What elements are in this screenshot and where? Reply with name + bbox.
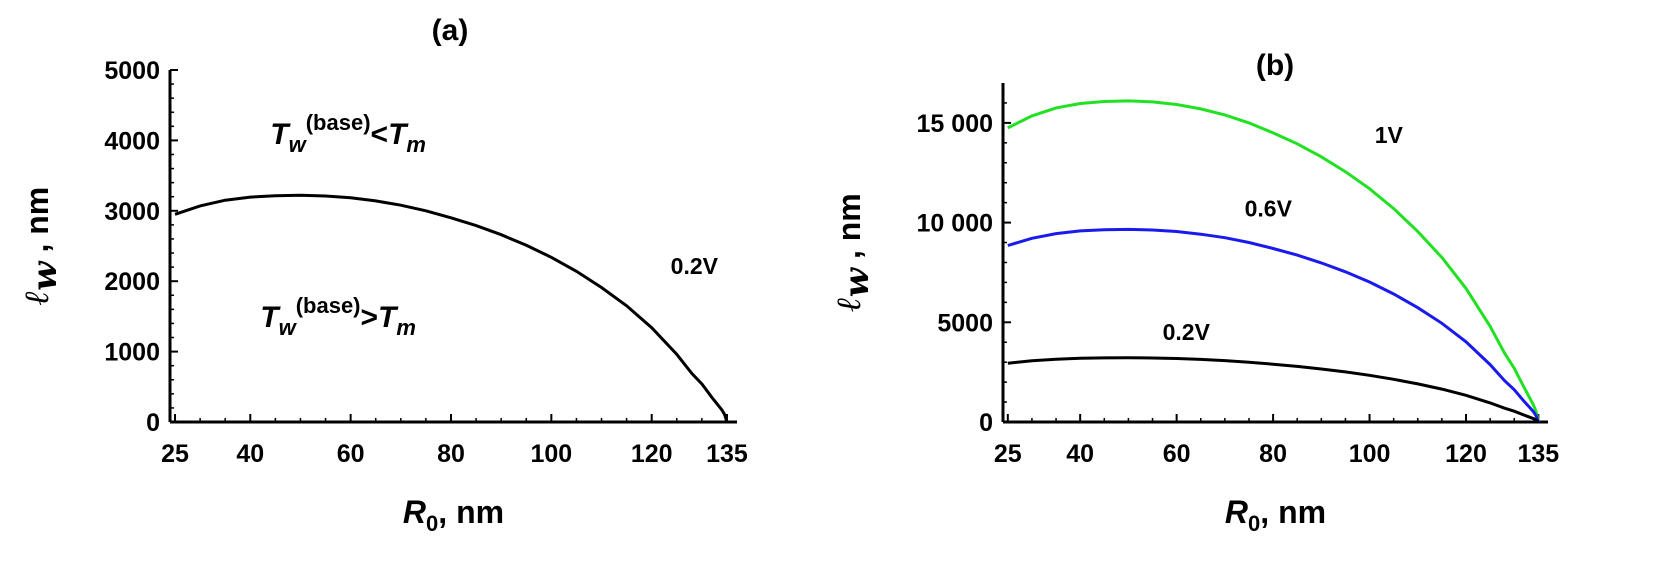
y-tick-label: 5000 xyxy=(104,57,160,85)
series-line-1V xyxy=(1007,99,1540,423)
x-tick-label: 100 xyxy=(530,440,572,468)
x-tick-label: 25 xyxy=(161,440,189,468)
x-tick-label: 135 xyxy=(1517,440,1559,468)
y-axis-label: ℓw , nm xyxy=(17,187,65,305)
series-label: 0.6V xyxy=(1245,196,1293,222)
series-label: 0.2V xyxy=(671,253,719,279)
chart-panel-b: (b) 0 5000 10 000 15 000 25 40 60 80 100 120 135 R0,… xyxy=(829,49,1559,536)
x-tick-label: 80 xyxy=(1259,440,1287,468)
region-annotation: Tw(base)>Tm xyxy=(260,293,416,340)
y-tick-label: 10 000 xyxy=(917,210,993,238)
series-line-0-2V xyxy=(174,193,729,423)
x-tick-label: 60 xyxy=(1163,440,1191,468)
y-tick-label: 15 000 xyxy=(917,110,993,138)
series-label: 1V xyxy=(1375,122,1404,148)
y-tick-label: 5000 xyxy=(937,309,993,337)
x-tick-label: 25 xyxy=(994,440,1022,468)
x-tick-label: 80 xyxy=(437,440,465,468)
x-tick-label: 135 xyxy=(706,440,748,468)
region-annotation: Tw(base)<Tm xyxy=(270,110,426,157)
y-tick-label: 0 xyxy=(146,409,160,437)
x-tick-label: 60 xyxy=(337,440,365,468)
x-tick-label: 120 xyxy=(1445,440,1487,468)
chart-title: (b) xyxy=(1256,49,1294,82)
series-line-0-2V xyxy=(1007,356,1540,424)
series-label: 0.2V xyxy=(1163,319,1211,345)
y-tick-label: 0 xyxy=(979,409,993,437)
chart-title: (a) xyxy=(432,14,469,47)
x-tick-label: 100 xyxy=(1349,440,1391,468)
y-axis-label: ℓw , nm xyxy=(829,193,877,311)
y-tick-label: 4000 xyxy=(104,127,160,155)
y-tick-label: 1000 xyxy=(104,339,160,367)
x-tick-label: 120 xyxy=(631,440,673,468)
y-tick-label: 2000 xyxy=(104,268,160,296)
series-line-0-6V xyxy=(1007,227,1540,423)
x-axis-label: R0, nm xyxy=(403,494,504,536)
x-tick-label: 40 xyxy=(1066,440,1094,468)
x-axis-label: R0, nm xyxy=(1225,494,1326,536)
x-tick-label: 40 xyxy=(236,440,264,468)
chart-panel-a: (a) 0 1000 2000 3000 4000 5000 25 40 60 80 100 120 13… xyxy=(17,14,748,536)
y-tick-label: 3000 xyxy=(104,198,160,226)
